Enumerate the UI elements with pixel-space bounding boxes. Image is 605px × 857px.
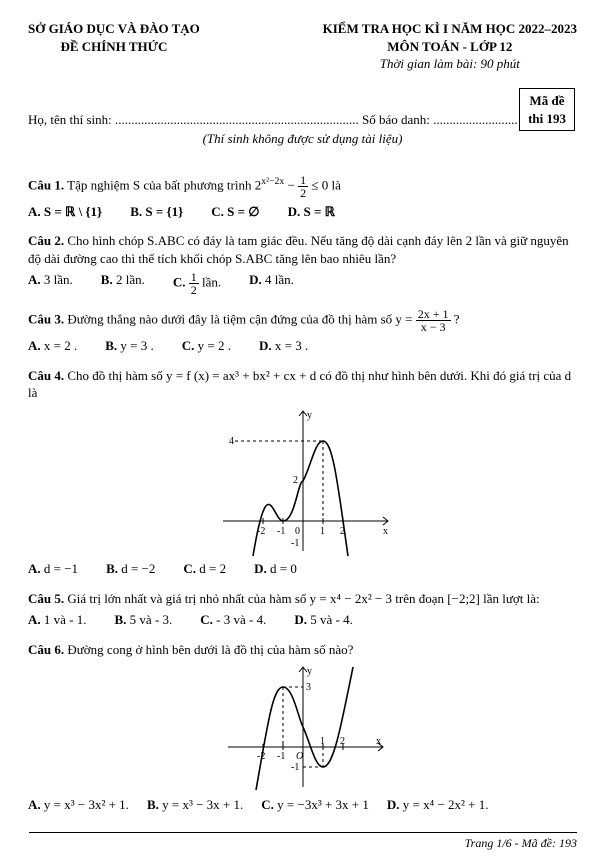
question-2: Câu 2. Cho hình chóp S.ABC có đáy là tam… [28,232,577,296]
q3-text-a: Đường thẳng nào dưới đây là tiệm cận đứn… [67,312,415,327]
svg-text:2: 2 [340,736,345,747]
question-3: Câu 3. Đường thẳng nào dưới đây là tiệm … [28,308,577,355]
q3-frac: 2x + 1x − 3 [416,308,451,333]
header-left: SỞ GIÁO DỤC VÀ ĐÀO TẠO ĐỀ CHÍNH THỨC [28,20,200,73]
question-1: Câu 1. Tập nghiệm S của bất phương trình… [28,174,577,221]
svg-text:3: 3 [306,682,311,693]
q2-label: Câu 2. [28,233,64,248]
q4-chart: -2 -1 0 1 2 2 4 y x -1 [213,406,393,556]
q4-text: Cho đồ thị hàm số y = f (x) = ax³ + bx² … [28,368,571,401]
svg-text:0: 0 [295,526,300,537]
header: SỞ GIÁO DỤC VÀ ĐÀO TẠO ĐỀ CHÍNH THỨC KIỂ… [28,20,577,73]
q1-options: A. S = ℝ \ {1} B. S = {1} C. S = ∅ D. S … [28,203,577,221]
svg-text:y: y [307,410,312,421]
q6-text: Đường cong ở hình bên dưới là đồ thị của… [67,642,353,657]
svg-text:2: 2 [293,475,298,486]
exam-official: ĐỀ CHÍNH THỨC [28,38,200,56]
q1-exp: x²−2x [261,176,284,187]
q5-options: A. 1 và - 1. B. 5 và - 3. C. - 3 và - 4.… [28,611,577,629]
exam-code-box: Mã đề thi 193 [519,88,575,131]
q4-options: A. d = −1 B. d = −2 C. d = 2 D. d = 0 [28,560,577,578]
svg-text:4: 4 [229,436,234,447]
q2-text: Cho hình chóp S.ABC có đáy là tam giác đ… [28,233,569,266]
candidate-row: Họ, tên thí sinh: ......................… [28,111,577,129]
q3-text-b: ? [451,312,460,327]
exam-title: KIỂM TRA HỌC KÌ I NĂM HỌC 2022–2023 [323,20,577,38]
svg-text:1: 1 [320,526,325,537]
question-6: Câu 6. Đường cong ở hình bên dưới là đồ … [28,641,577,814]
svg-text:O: O [296,751,303,762]
svg-text:-1: -1 [291,538,299,549]
q1-C: C. S = ∅ [211,203,259,221]
exam-subject: MÔN TOÁN - LỚP 12 [323,38,577,56]
q2-options: A. 3 lần. B. 2 lần. C. 12 lần. D. 4 lần. [28,271,577,296]
q3-options: A. x = 2 . B. y = 3 . C. y = 2 . D. x = … [28,337,577,355]
svg-text:-2: -2 [257,526,265,537]
svg-text:-1: -1 [277,751,285,762]
question-5: Câu 5. Giá trị lớn nhất và giá trị nhỏ n… [28,590,577,629]
svg-text:x: x [383,526,388,537]
dots-2: .......................... [433,112,518,127]
q1-B: B. S = {1} [130,203,183,221]
q1-text-a: Tập nghiệm S của bất phương trình 2 [67,177,261,192]
exam-time: Thời gian làm bài: 90 phút [323,55,577,73]
page-footer: Trang 1/6 - Mã đề: 193 [29,832,577,851]
svg-text:1: 1 [320,736,325,747]
q1-frac: 12 [298,174,308,199]
q1-D: D. S = ℝ [288,203,335,221]
svg-text:-2: -2 [257,751,265,762]
exam-note: (Thí sinh không được sử dụng tài liệu) [28,130,577,148]
q4-label: Câu 4. [28,368,64,383]
q6-chart: -2 -1 1 2 3 -1 O y x [218,662,388,792]
svg-text:-1: -1 [277,526,285,537]
svg-text:2: 2 [340,526,345,537]
q1-A: A. S = ℝ \ {1} [28,203,102,221]
question-4: Câu 4. Cho đồ thị hàm số y = f (x) = ax³… [28,367,577,578]
q6-options: A. y = x³ − 3x² + 1. B. y = x³ − 3x + 1.… [28,796,577,814]
q3-label: Câu 3. [28,312,64,327]
header-right: KIỂM TRA HỌC KÌ I NĂM HỌC 2022–2023 MÔN … [323,20,577,73]
svg-text:-1: -1 [291,762,299,773]
candidate-name-label: Họ, tên thí sinh: [28,112,112,127]
q1-text-b: − [284,177,298,192]
q1-text-c: ≤ 0 là [308,177,341,192]
org-name: SỞ GIÁO DỤC VÀ ĐÀO TẠO [28,20,200,38]
q1-label: Câu 1. [28,177,64,192]
svg-text:y: y [307,666,312,677]
candidate-id-label: Số báo danh: [362,112,430,127]
svg-text:x: x [376,736,381,747]
exam-code-value: thi 193 [528,110,566,128]
q5-text: Giá trị lớn nhất và giá trị nhỏ nhất của… [67,591,539,606]
q6-label: Câu 6. [28,642,64,657]
q5-label: Câu 5. [28,591,64,606]
exam-code-label: Mã đề [528,92,566,110]
dots-1: ........................................… [115,112,359,127]
